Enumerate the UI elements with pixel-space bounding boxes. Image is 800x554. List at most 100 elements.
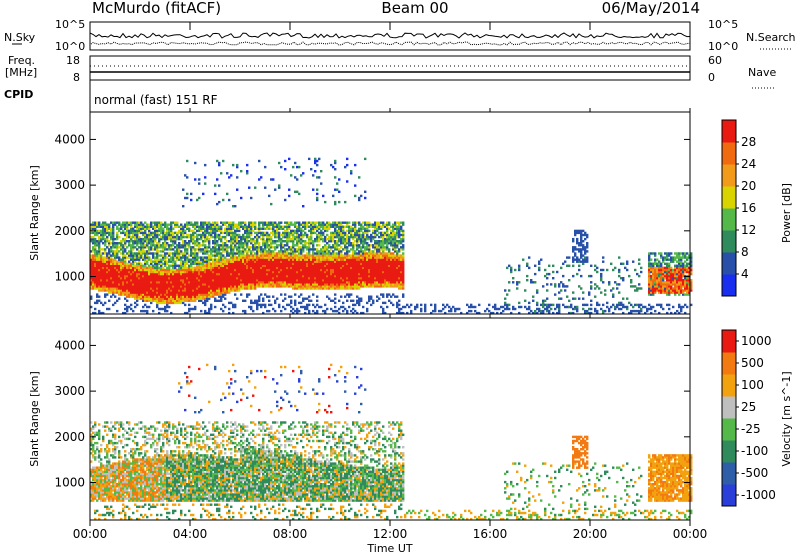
power-cell [300,279,303,282]
power-cell [232,233,235,237]
power-cell [100,287,103,290]
power-cell [232,274,235,278]
power-cell [152,260,155,263]
power-cell [220,246,223,249]
power-cell [192,289,195,292]
power-cell [202,240,205,243]
power-cell [352,254,355,257]
power-cell [238,260,241,263]
power-cell [90,297,93,300]
power-cell [250,307,253,311]
power-cell [200,227,203,230]
power-cell [274,240,277,243]
power-cell [190,262,193,265]
power-cell [234,264,237,267]
power-cell [258,270,261,274]
power-cell [242,264,245,267]
power-cell [358,272,361,276]
power-cell [254,277,257,280]
power-cell [260,221,263,224]
power-cell [146,225,149,228]
power-cell [206,250,209,253]
power-cell [364,279,367,282]
power-cell [248,229,251,233]
power-cell [184,268,187,272]
power-cell [108,244,111,247]
power-cell [122,240,125,243]
power-cell [110,248,113,251]
power-cell [170,233,173,237]
power-cell [362,225,365,228]
power-cell [382,240,385,243]
power-cell [354,184,357,187]
power-cell [140,256,143,259]
power-cell [202,270,205,274]
power-cell [98,268,101,272]
power-cell [166,242,169,245]
power-cell [98,242,101,245]
power-cell [100,235,103,239]
power-cell [90,256,93,259]
power-cell [254,287,257,290]
power-cell [342,262,345,265]
power-cell [276,235,279,239]
power-cell [294,254,297,257]
power-cell [334,235,337,239]
power-cell [284,307,287,311]
power-cell [208,262,211,265]
power-cell [102,252,105,255]
power-cell [124,272,127,276]
power-cell [192,262,195,265]
power-cell [112,250,115,253]
power-cell [120,272,123,276]
power-cell [206,240,209,243]
power-cell [168,295,171,298]
power-cell [114,287,117,290]
power-cell [306,287,309,290]
power-cell [318,272,321,276]
power-cell [126,293,129,296]
power-cell [158,279,161,282]
power-cell [356,248,359,251]
power-cell [358,270,361,274]
power-cell [308,283,311,286]
power-cell [292,244,295,247]
power-cell [222,235,225,239]
power-cell [136,258,139,261]
power-cell [244,250,247,253]
power-cell [208,227,211,230]
power-cell [152,227,155,230]
power-cell [332,262,335,265]
power-cell [186,225,189,228]
power-cell [300,301,303,305]
power-cell [162,268,165,272]
power-cell [238,223,241,226]
power-cell [320,233,323,237]
power-cell [110,233,113,237]
power-cell [144,285,147,288]
power-cell [228,291,231,294]
power-cell [122,279,125,282]
power-cell [178,258,181,261]
power-cell [182,262,185,265]
power-cell [338,283,341,286]
power-cell [112,287,115,290]
power-cell [280,281,283,284]
power-cell [210,277,213,280]
power-cell [240,293,243,296]
power-cell [366,268,369,272]
power-cell [210,264,213,267]
power-cell [152,291,155,294]
power-cell [368,252,371,255]
power-cell [204,277,207,280]
power-cell [114,252,117,255]
power-cell [322,262,325,265]
power-cell [326,285,329,288]
power-cell [194,240,197,243]
power-cell [284,262,287,265]
power-cell [372,258,375,261]
power-cell [118,281,121,284]
power-cell [214,256,217,259]
power-cell [112,260,115,263]
power-cell [266,240,269,243]
